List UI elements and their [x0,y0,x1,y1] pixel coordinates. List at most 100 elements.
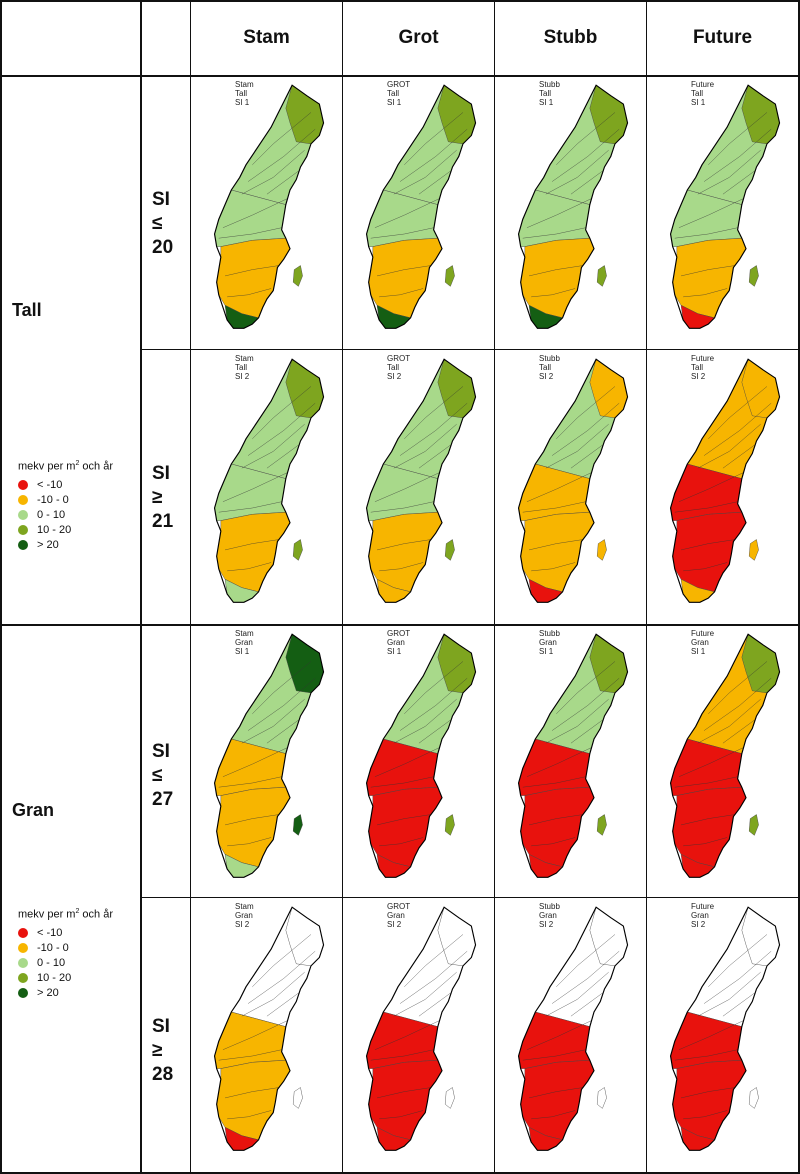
map-cell: Stam Gran SI 1 [191,626,342,898]
river-line [722,719,755,744]
river-line [697,699,761,744]
map-caption-line: Gran [691,911,709,920]
country-outline [213,906,325,1151]
region-south [368,786,443,868]
legend-item: 10 - 20 [18,971,113,986]
region-south [672,1059,747,1141]
gotland-island [596,265,607,287]
grid-line [140,897,800,898]
si-class-label: SI ≤27 [152,741,174,810]
map-caption-line: Stubb [539,80,560,89]
map-caption-line: SI 1 [387,98,402,107]
country-outline [669,633,781,878]
sweden-map [213,633,325,878]
river-line [222,472,288,502]
river-line [528,1087,584,1099]
river-line [241,972,305,1017]
map-caption: Future Gran SI 2 [691,902,714,929]
legend-swatch [18,525,28,536]
grid-line [798,0,800,1174]
map-caption-line: Future [691,354,715,363]
map-caption-line: Stam [235,902,254,911]
map-caption: Stubb Tall SI 2 [539,354,560,381]
river-line [551,678,620,731]
river-line [404,386,464,439]
column-header-future: Future [692,26,753,48]
map-caption-line: Tall [691,363,704,372]
river-line [266,170,299,195]
region-south [216,1059,291,1141]
river-line [218,227,282,239]
legend-item: < -10 [18,926,113,941]
map-cell: GROT Tall SI 1 [343,77,494,349]
legend: mekv per m2 och år < -10 -10 - 0 0 - 10 … [18,460,113,553]
legend-swatch [18,973,28,984]
country-outline [213,358,325,603]
legend-swatch [18,958,28,969]
sweden-map [669,633,781,878]
legend-item: 10 - 20 [18,523,113,538]
map-caption-line: Tall [539,89,552,98]
map-caption: GROT Tall SI 1 [387,80,410,107]
river-line [678,472,744,502]
map-cell: Future Tall SI 2 [647,351,798,623]
map-caption-line: Stam [235,354,254,363]
river-line [374,472,440,502]
sweden-map [213,84,325,329]
river-line [674,1049,738,1061]
legend: mekv per m2 och år < -10 -10 - 0 0 - 10 … [18,908,113,1001]
river-line [224,1087,280,1099]
grid-line [342,0,343,1174]
river-line [379,1110,424,1120]
river-line [556,112,616,165]
map-cell: Stubb Tall SI 1 [495,77,646,349]
river-line [224,265,280,277]
map-caption-line: Stubb [539,629,560,638]
legend-swatch [18,495,28,506]
river-line [545,150,609,195]
country-outline [669,358,781,603]
river-line [374,747,440,777]
grid-line [0,75,800,77]
river-line [393,424,457,469]
river-line [266,992,299,1017]
map-caption-line: Tall [387,363,400,372]
grid-line [0,0,800,2]
gotland-island [748,539,759,561]
map-caption: Stubb Gran SI 2 [539,902,560,929]
map-caption-line: SI 2 [691,372,706,381]
map-caption: Stam Gran SI 2 [235,902,254,929]
country-outline [213,633,325,878]
map-caption-line: SI 1 [235,98,250,107]
country-outline [517,84,629,329]
river-line [703,951,772,1004]
river-line [376,814,432,826]
river-line [222,1020,288,1050]
gotland-island [444,1087,455,1109]
river-line [227,288,272,298]
species-label-gran: Gran [12,800,55,820]
map-caption-line: Future [691,629,715,638]
grid-line [140,349,800,350]
gotland-island [292,539,303,561]
river-line [522,1049,586,1061]
river-line [678,747,744,777]
map-caption-line: Tall [539,363,552,372]
river-line [556,386,616,439]
column-header-stubb: Stubb [543,26,598,48]
map-caption-line: Stam [235,80,254,89]
river-line [218,501,282,513]
map-cell: Stubb Gran SI 2 [495,899,646,1171]
river-line [376,265,432,277]
river-line [522,501,586,513]
river-line [556,934,616,987]
river-line [703,129,772,182]
map-caption-line: SI 2 [235,920,250,929]
country-outline [517,633,629,878]
map-cell: Stam Tall SI 1 [191,77,342,349]
river-line [404,112,464,165]
map-caption: GROT Tall SI 2 [387,354,410,381]
river-line [531,562,576,572]
river-line [678,1020,744,1050]
river-line [227,562,272,572]
